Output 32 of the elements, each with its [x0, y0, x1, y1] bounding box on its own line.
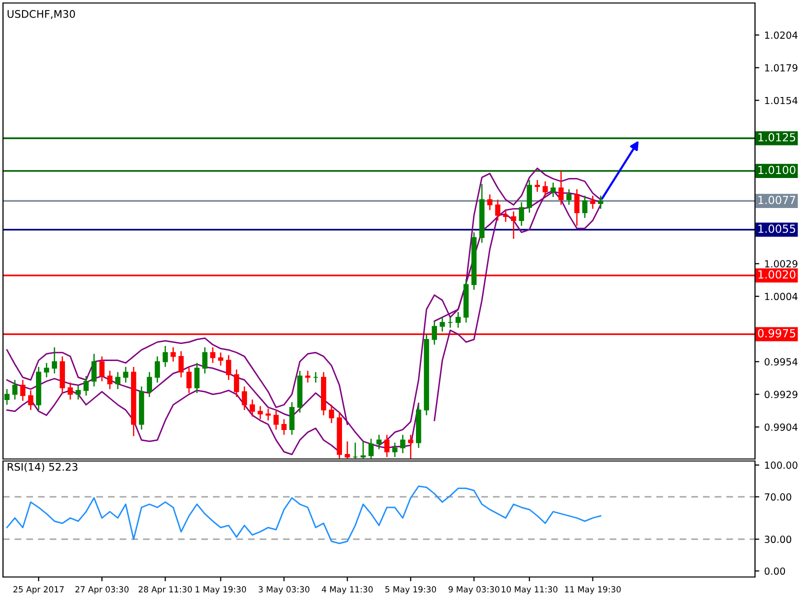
- x-tick-label: 11 May 19:30: [565, 586, 621, 594]
- y-tick-label: 0.9954: [764, 358, 798, 366]
- x-tick-label: 28 Apr 11:30: [138, 586, 192, 594]
- candlestick: [305, 370, 310, 384]
- chart-title: RSI(14) 52.23: [8, 462, 78, 472]
- x-tick-label: 5 May 19:30: [385, 586, 436, 594]
- line-series: [6, 486, 602, 544]
- x-tick-label: 9 May 03:30: [448, 586, 500, 594]
- y-tick-label: 1.0029: [765, 260, 798, 268]
- y-tick-label: 30.00: [764, 536, 792, 544]
- x-tick-label: 4 May 11:30: [322, 586, 373, 594]
- y-tick-label: 0.9929: [764, 390, 798, 398]
- ref-line-label: 1.0125: [758, 133, 796, 142]
- y-tick-label: 1.0204: [765, 31, 798, 39]
- x-tick-label: 25 Apr 2017: [13, 586, 64, 594]
- text: USDCHF,M30: [8, 10, 75, 19]
- ref-line-label: 1.0020: [758, 270, 796, 279]
- y-tick-label: 1.0179: [765, 64, 798, 72]
- ref-line-label: 1.0100: [758, 166, 796, 174]
- x-tick-label: 10 May 11:30: [502, 586, 558, 594]
- x-tick-label: 27 Apr 03:30: [75, 586, 129, 594]
- x-tick-label: 1 May 19:30: [196, 586, 246, 594]
- y-tick-label: 1.0154: [765, 96, 798, 104]
- y-tick-label: 70.00: [764, 493, 792, 501]
- y-tick-label: 100.00: [765, 462, 798, 469]
- ref-line-label: 1.0055: [758, 224, 796, 233]
- x-tick-label: 3 May 03:30: [258, 586, 310, 594]
- y-tick-label: 0.00: [764, 567, 786, 575]
- ref-line-label: 1.0077: [758, 196, 796, 204]
- y-tick-label: 1.0004: [765, 292, 798, 300]
- y-tick-label: 0.9904: [764, 423, 798, 431]
- ref-line-label: 0.9975: [758, 329, 796, 338]
